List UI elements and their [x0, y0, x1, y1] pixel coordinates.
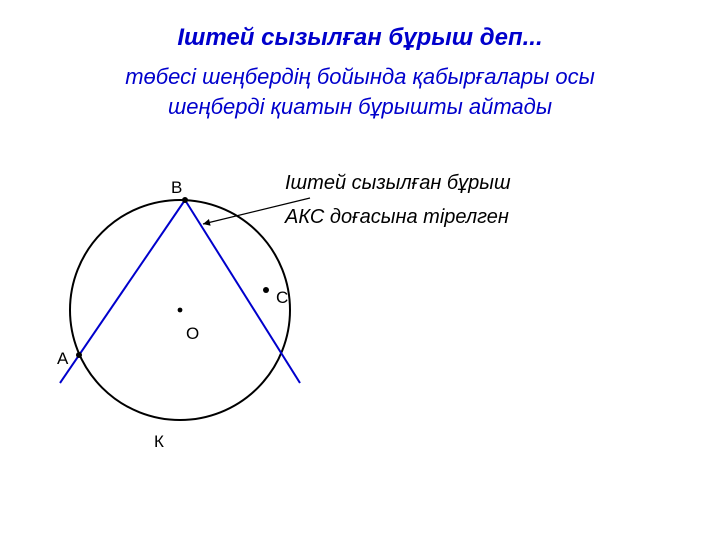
label-o: О — [186, 324, 199, 344]
arrow-line — [203, 198, 310, 224]
label-b: В — [171, 178, 182, 198]
dot-a — [76, 352, 82, 358]
label-k: К — [154, 432, 164, 452]
label-a: А — [57, 349, 68, 369]
dot-o — [178, 308, 183, 313]
arrow-head — [203, 219, 211, 226]
label-c: С — [276, 288, 288, 308]
page: Іштей сызылған бұрыш деп... төбесі шеңбе… — [0, 0, 720, 540]
dot-b — [182, 197, 188, 203]
dot-c — [263, 287, 269, 293]
circle-diagram — [0, 0, 720, 540]
